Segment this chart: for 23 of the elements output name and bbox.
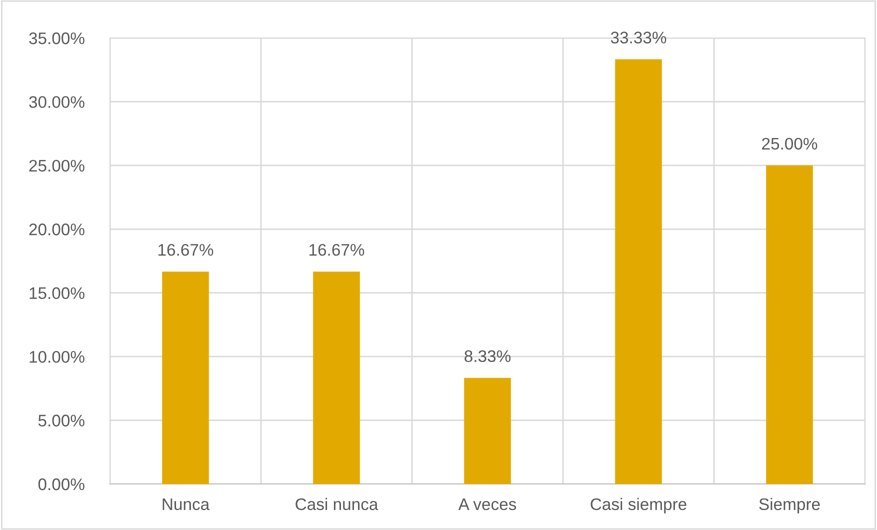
bar xyxy=(313,272,360,484)
y-tick-label: 25.00% xyxy=(29,160,84,172)
y-tick-label: 0.00% xyxy=(38,478,84,490)
x-tick-label: Casi nunca xyxy=(296,498,378,510)
data-label: 33.33% xyxy=(610,32,666,44)
data-label: 8.33% xyxy=(464,350,511,362)
bar xyxy=(162,272,209,484)
bar xyxy=(766,165,813,484)
y-tick-label: 5.00% xyxy=(38,414,84,426)
y-tick-label: 15.00% xyxy=(30,287,84,300)
x-tick-label: Siempre xyxy=(759,498,820,514)
data-label: 16.67% xyxy=(310,244,364,256)
bar xyxy=(615,59,662,484)
x-tick-label: A veces xyxy=(458,498,516,510)
y-tick-label: 30.00% xyxy=(29,96,84,108)
x-tick-label: Nunca xyxy=(162,498,210,510)
y-tick-label: 10.00% xyxy=(30,350,84,363)
data-label: 16.67% xyxy=(158,244,214,256)
y-tick-label: 35.00% xyxy=(29,32,84,44)
x-tick-label: Casi siempre xyxy=(590,498,686,514)
y-tick-label: 20.00% xyxy=(29,224,84,236)
bar xyxy=(464,378,511,484)
data-label: 25.00% xyxy=(762,138,818,150)
